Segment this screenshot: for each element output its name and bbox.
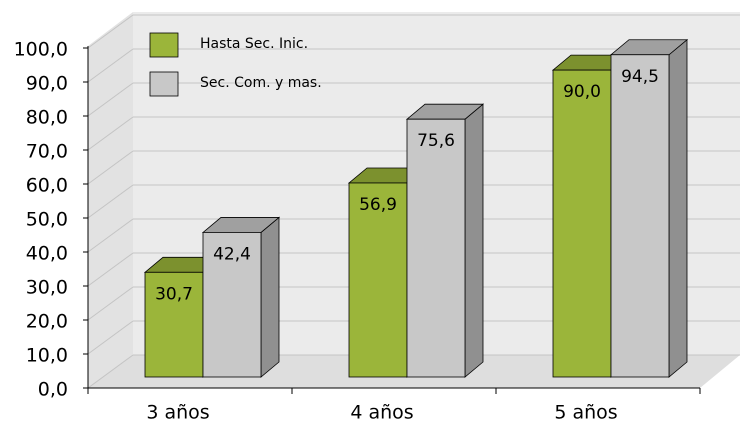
- grid-line-side: [87, 218, 134, 253]
- bar-side: [464, 103, 484, 378]
- value-label: 42,4: [213, 244, 251, 264]
- grid-line-side: [87, 184, 134, 219]
- x-tick-label: 3 años: [146, 402, 209, 423]
- bars: 30,7 42,4 56,9 75,6 90,0 94,5: [143, 38, 689, 378]
- y-tick-label: 60,0: [26, 175, 68, 197]
- y-tick-label: 50,0: [26, 209, 68, 231]
- x-tick-label: 4 años: [350, 402, 413, 423]
- bar-side: [260, 216, 280, 378]
- value-label: 94,5: [621, 67, 659, 87]
- legend: Hasta Sec. Inic. Sec. Com. y mas.: [149, 32, 322, 97]
- grid-line-side: [87, 116, 134, 151]
- bar: [552, 69, 612, 378]
- value-label: 30,7: [155, 284, 193, 304]
- grid-line-side: [87, 252, 134, 287]
- bar-side: [668, 38, 688, 378]
- x-tick-label: 5 años: [554, 402, 617, 423]
- value-label: 56,9: [359, 195, 397, 215]
- side-wall: [88, 12, 133, 388]
- y-tick-label: 80,0: [26, 107, 68, 129]
- grid-line-side: [87, 48, 134, 83]
- y-tick-label: 70,0: [26, 141, 68, 163]
- legend-swatch: [149, 71, 179, 97]
- y-tick-label: 40,0: [26, 243, 68, 265]
- grid-line-side: [87, 82, 134, 117]
- bar: [348, 182, 408, 378]
- value-label: 75,6: [417, 131, 455, 151]
- grid-line-side: [87, 150, 134, 185]
- y-tick-label: 10,0: [26, 345, 68, 367]
- grid-line-side: [87, 286, 134, 321]
- bar: [144, 271, 204, 378]
- grid-line-side: [87, 14, 134, 49]
- y-tick-label: 100,0: [14, 39, 68, 61]
- grid-line-side: [87, 354, 134, 389]
- y-tick-label: 20,0: [26, 311, 68, 333]
- legend-label: Sec. Com. y mas.: [200, 75, 322, 91]
- legend-label: Hasta Sec. Inic.: [200, 36, 308, 52]
- bar: [406, 118, 466, 378]
- y-tick-label: 30,0: [26, 277, 68, 299]
- y-tick-label: 90,0: [26, 73, 68, 95]
- value-label: 90,0: [563, 82, 601, 102]
- bar: [202, 232, 262, 378]
- y-tick-label: 0,0: [38, 379, 68, 401]
- bar: [610, 54, 670, 378]
- grid-line-side: [87, 320, 134, 355]
- legend-swatch: [149, 32, 179, 58]
